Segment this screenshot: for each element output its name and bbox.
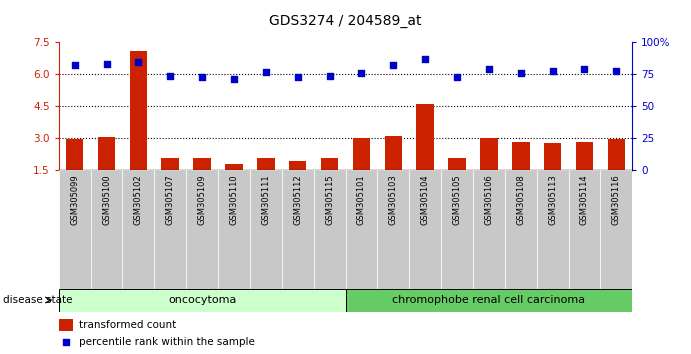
Text: GSM305102: GSM305102 — [134, 175, 143, 225]
Bar — [346, 289, 632, 312]
Bar — [91, 170, 122, 289]
Point — [133, 59, 144, 64]
Bar — [441, 170, 473, 289]
Text: GSM305112: GSM305112 — [293, 175, 302, 225]
Bar — [448, 158, 466, 170]
Text: GSM305104: GSM305104 — [421, 175, 430, 225]
Point — [261, 69, 272, 75]
Point — [229, 76, 240, 82]
Bar — [512, 142, 529, 170]
Bar — [154, 170, 186, 289]
Bar — [250, 170, 282, 289]
Text: GSM305099: GSM305099 — [70, 175, 79, 225]
Point — [419, 56, 430, 62]
Point — [196, 74, 207, 80]
Text: chromophobe renal cell carcinoma: chromophobe renal cell carcinoma — [392, 295, 585, 305]
Bar — [607, 139, 625, 170]
Point — [356, 70, 367, 76]
Bar — [282, 170, 314, 289]
Bar — [122, 170, 154, 289]
Bar — [59, 319, 73, 331]
Bar — [600, 170, 632, 289]
Bar — [97, 137, 115, 170]
Point — [547, 68, 558, 73]
Bar — [377, 170, 409, 289]
Text: GSM305116: GSM305116 — [612, 175, 621, 225]
Bar — [576, 142, 594, 170]
Text: transformed count: transformed count — [79, 320, 176, 330]
Bar — [346, 170, 377, 289]
Point — [579, 67, 590, 72]
Bar — [480, 138, 498, 170]
Text: GSM305107: GSM305107 — [166, 175, 175, 225]
Point — [611, 68, 622, 73]
Text: oncocytoma: oncocytoma — [168, 295, 236, 305]
Text: GSM305103: GSM305103 — [389, 175, 398, 225]
Text: disease state: disease state — [3, 295, 73, 305]
Text: GDS3274 / 204589_at: GDS3274 / 204589_at — [269, 14, 422, 28]
Bar — [384, 136, 402, 170]
Bar — [289, 161, 307, 170]
Point — [164, 73, 176, 79]
Bar — [186, 170, 218, 289]
Bar — [409, 170, 441, 289]
Bar — [314, 170, 346, 289]
Bar — [473, 170, 505, 289]
Bar — [505, 170, 537, 289]
Point — [69, 63, 80, 68]
Text: percentile rank within the sample: percentile rank within the sample — [79, 337, 255, 347]
Text: GSM305114: GSM305114 — [580, 175, 589, 225]
Bar — [417, 104, 434, 170]
Point — [451, 74, 462, 80]
Bar — [544, 143, 561, 170]
Bar — [66, 139, 84, 170]
Bar — [59, 170, 91, 289]
Point — [324, 73, 335, 79]
Point — [101, 61, 112, 67]
Bar — [257, 158, 274, 170]
Text: GSM305115: GSM305115 — [325, 175, 334, 225]
Bar — [162, 158, 179, 170]
Bar — [352, 138, 370, 170]
Text: GSM305113: GSM305113 — [548, 175, 557, 225]
Text: GSM305108: GSM305108 — [516, 175, 525, 225]
Text: GSM305101: GSM305101 — [357, 175, 366, 225]
Bar — [59, 289, 346, 312]
Text: GSM305100: GSM305100 — [102, 175, 111, 225]
Point — [388, 63, 399, 68]
Point — [515, 70, 527, 76]
Point — [60, 339, 71, 344]
Bar — [225, 164, 243, 170]
Bar — [537, 170, 569, 289]
Bar — [130, 51, 147, 170]
Point — [292, 74, 303, 80]
Text: GSM305109: GSM305109 — [198, 175, 207, 225]
Bar — [569, 170, 600, 289]
Text: GSM305105: GSM305105 — [453, 175, 462, 225]
Bar — [321, 158, 339, 170]
Point — [483, 67, 494, 72]
Text: GSM305111: GSM305111 — [261, 175, 270, 225]
Bar — [193, 158, 211, 170]
Bar — [218, 170, 250, 289]
Text: GSM305106: GSM305106 — [484, 175, 493, 225]
Text: GSM305110: GSM305110 — [229, 175, 238, 225]
